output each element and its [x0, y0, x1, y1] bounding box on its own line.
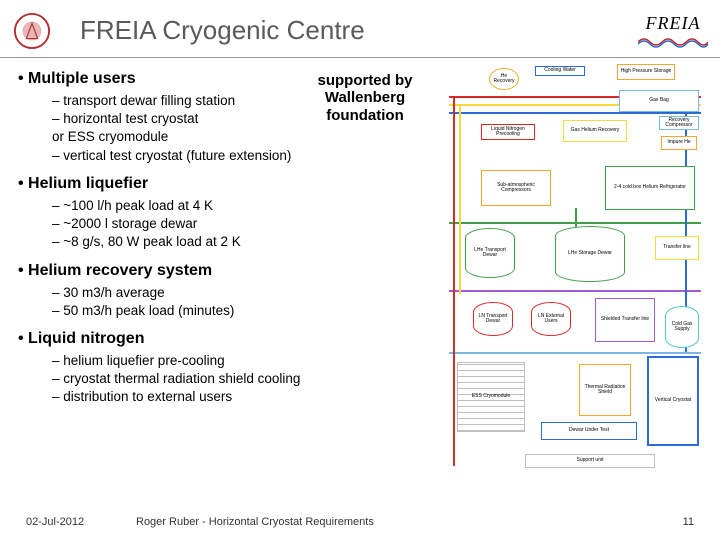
pipe-horizontal	[449, 112, 701, 114]
list-item: distribution to external users	[52, 388, 439, 406]
diagram-component: Transfer line	[655, 236, 699, 260]
diagram-component: Support unit	[525, 454, 655, 468]
support-line: foundation	[300, 107, 430, 124]
diagram-component: ESS Cryomodule	[457, 362, 525, 432]
section-heading: Helium recovery system	[18, 262, 439, 280]
pipe-vertical	[453, 96, 455, 466]
section-list: 30 m3/h average50 m3/h peak load (minute…	[52, 284, 439, 320]
page-title: FREIA Cryogenic Centre	[80, 15, 638, 46]
page-number: 11	[654, 516, 694, 528]
list-item: ~100 l/h peak load at 4 K	[52, 197, 439, 215]
footer: 02-Jul-2012 Roger Ruber - Horizontal Cry…	[0, 512, 720, 532]
list-item: cryostat thermal radiation shield coolin…	[52, 370, 439, 388]
diagram-component: He Recovery	[489, 68, 519, 90]
diagram-component: Gas Helium Recovery	[563, 120, 627, 142]
footer-date: 02-Jul-2012	[26, 516, 136, 528]
bullet-column: supported by Wallenberg foundation Multi…	[0, 58, 445, 508]
diagram-component: 2-4 cold box Helium Refrigerator	[605, 166, 695, 210]
diagram-component: Cooling Water	[535, 66, 585, 76]
diagram-component: Gas Bag	[619, 90, 699, 112]
list-item: helium liquefier pre-cooling	[52, 352, 439, 370]
content-area: supported by Wallenberg foundation Multi…	[0, 58, 720, 508]
diagram-component: LHe Transport Dewar	[465, 228, 515, 278]
diagram-column: He Recovery Cooling Water High Pressure St…	[445, 58, 720, 508]
freia-logo: FREIA	[638, 13, 708, 48]
list-item: 30 m3/h average	[52, 284, 439, 302]
diagram-component: LN Transport Dewar	[473, 302, 513, 336]
footer-author: Roger Ruber - Horizontal Cryostat Requir…	[136, 516, 654, 528]
support-note: supported by Wallenberg foundation	[300, 72, 430, 124]
support-line: supported by	[300, 72, 430, 89]
diagram-component: Cold Gas Supply	[665, 306, 699, 348]
diagram-component: LN External Users	[531, 302, 571, 336]
section-heading: Helium liquefier	[18, 175, 439, 193]
section-list: ~100 l/h peak load at 4 K~2000 l storage…	[52, 197, 439, 252]
list-item: ~8 g/s, 80 W peak load at 2 K	[52, 233, 439, 251]
header: FREIA Cryogenic Centre FREIA	[0, 0, 720, 58]
diagram-component: Sub-atmospheric Compressors	[481, 170, 551, 206]
diagram-component: Impure He	[661, 136, 697, 150]
list-item: ~2000 l storage dewar	[52, 215, 439, 233]
diagram-component: Thermal Radiation Shield	[579, 364, 631, 416]
support-line: Wallenberg	[300, 89, 430, 106]
uppsala-logo	[12, 11, 52, 51]
freia-logo-text: FREIA	[646, 13, 701, 34]
list-item: vertical test cryostat (future extension…	[52, 147, 439, 165]
section-list: helium liquefier pre-coolingcryostat the…	[52, 352, 439, 407]
diagram-component: Vertical Cryostat	[647, 356, 699, 446]
diagram-component: Shielded Transfer line	[595, 298, 655, 342]
pipe-horizontal	[449, 290, 701, 292]
diagram-component: Liquid Nitrogen Precooling	[481, 124, 535, 140]
diagram-component: Dewar Under Test	[541, 422, 637, 440]
pipe-vertical	[575, 208, 577, 228]
pipe-horizontal	[449, 352, 701, 354]
cryogenic-schematic: He Recovery Cooling Water High Pressure St…	[445, 62, 705, 504]
diagram-component: High Pressure Storage	[617, 64, 675, 80]
diagram-component: LHe Storage Dewar	[555, 226, 625, 282]
pipe-vertical	[459, 104, 461, 294]
diagram-component: Recovery Compressor	[659, 116, 699, 130]
section-heading: Liquid nitrogen	[18, 330, 439, 348]
list-item: 50 m3/h peak load (minutes)	[52, 302, 439, 320]
